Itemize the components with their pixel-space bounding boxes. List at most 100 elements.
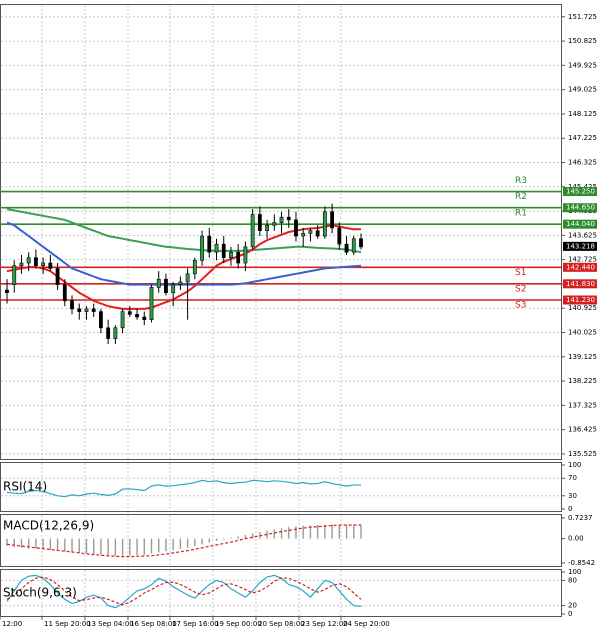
level-price-tag-text: 145.250 bbox=[566, 188, 595, 196]
candle-body bbox=[149, 287, 154, 320]
rsi-line bbox=[6, 479, 362, 498]
price-tick-label: 151.725 bbox=[568, 13, 597, 21]
price-tick-label: 147.225 bbox=[568, 134, 597, 142]
macd-tick-label: -0.8542 bbox=[568, 559, 595, 567]
price-tick-label: 135.525 bbox=[568, 450, 597, 458]
candle-body bbox=[250, 214, 255, 248]
candle-body bbox=[185, 273, 190, 283]
time-tick-label: 16 Sep 08:00 bbox=[130, 620, 177, 628]
candle-body bbox=[286, 216, 291, 221]
candle-body bbox=[351, 238, 356, 253]
price-tick-label: 149.025 bbox=[568, 86, 597, 94]
rsi-tick-label: 70 bbox=[568, 474, 577, 482]
candle-body bbox=[337, 227, 342, 245]
level-label-s2: S2 bbox=[515, 284, 526, 294]
candle-body bbox=[120, 311, 125, 329]
candle-body bbox=[26, 257, 31, 264]
macd-tick-label: 0.00 bbox=[568, 535, 584, 543]
candle-body bbox=[156, 278, 161, 288]
candle-body bbox=[257, 214, 262, 231]
candle-body bbox=[178, 281, 183, 285]
candle-body bbox=[322, 211, 327, 237]
level-price-tag bbox=[563, 295, 597, 305]
level-price-tag bbox=[563, 203, 597, 213]
level-price-tag-text: 144.650 bbox=[566, 204, 595, 212]
level-price-tag bbox=[563, 187, 597, 197]
price-tick-label: 136.425 bbox=[568, 426, 597, 434]
candle-body bbox=[243, 246, 248, 264]
level-price-tag bbox=[563, 219, 597, 229]
level-price-tag bbox=[563, 262, 597, 272]
time-tick-label: 20 Sep 08:00 bbox=[258, 620, 305, 628]
candle-body bbox=[294, 219, 298, 237]
stoch-tick-label: 80 bbox=[568, 576, 577, 584]
candle-body bbox=[200, 235, 204, 261]
candle-body bbox=[142, 316, 147, 320]
price-tick-label: 146.325 bbox=[568, 159, 597, 167]
price-tick-label: 143.625 bbox=[568, 231, 597, 239]
level-price-tag-text: 141.830 bbox=[566, 280, 595, 288]
rsi-tick-label: 30 bbox=[568, 492, 577, 500]
price-tick-label: 138.225 bbox=[568, 377, 597, 385]
current-price-text: 143.218 bbox=[566, 242, 595, 250]
candle-body bbox=[5, 289, 9, 294]
level-label-r3: R3 bbox=[515, 176, 527, 186]
candle-body bbox=[359, 238, 363, 248]
macd-tick-label: 0.7237 bbox=[568, 514, 593, 522]
candle-body bbox=[19, 262, 24, 267]
candle-body bbox=[113, 327, 118, 339]
candle-body bbox=[330, 211, 335, 229]
stoch-tick-label: 100 bbox=[568, 568, 581, 576]
time-tick-label: 11 Sep 20:00 bbox=[44, 620, 91, 628]
pane-frame-0 bbox=[0, 4, 562, 460]
candle-body bbox=[12, 265, 17, 285]
price-tick-label: 140.925 bbox=[568, 304, 597, 312]
rsi-tick-label: 100 bbox=[568, 461, 581, 469]
candle-body bbox=[164, 278, 168, 294]
candle-body bbox=[70, 300, 74, 310]
candle-body bbox=[192, 260, 197, 275]
candle-body bbox=[41, 262, 46, 267]
stoch-title: Stoch(9,6,3) bbox=[3, 586, 77, 600]
pane-frame-1 bbox=[0, 462, 562, 512]
time-tick-label: 17 Sep 16:00 bbox=[172, 620, 219, 628]
macd-title: MACD(12,26,9) bbox=[3, 519, 94, 533]
time-tick-label: 13 Sep 04:00 bbox=[87, 620, 134, 628]
ma-mid-line bbox=[6, 208, 362, 254]
candle-body bbox=[308, 230, 313, 234]
time-tick-label: 12:00 bbox=[2, 620, 22, 628]
price-tick-label: 149.925 bbox=[568, 61, 597, 69]
candle-body bbox=[315, 230, 320, 237]
candle-body bbox=[236, 251, 241, 264]
candle-body bbox=[84, 308, 89, 312]
candle-body bbox=[77, 308, 82, 312]
price-tick-label: 140.025 bbox=[568, 329, 597, 337]
level-price-tag bbox=[563, 279, 597, 289]
price-tick-label: 145.425 bbox=[568, 183, 597, 191]
candle-body bbox=[229, 251, 233, 258]
rsi-tick-label: 0 bbox=[568, 505, 572, 513]
time-tick-label: 23 Sep 12:00 bbox=[301, 620, 348, 628]
level-price-tag-text: 142.440 bbox=[566, 263, 595, 271]
stoch-main-line bbox=[6, 574, 362, 609]
price-tick-label: 148.125 bbox=[568, 110, 597, 118]
current-price-tag bbox=[563, 241, 597, 251]
level-label-s1: S1 bbox=[515, 268, 526, 278]
stoch-tick-label: 0 bbox=[568, 610, 572, 618]
level-price-tag-text: 144.040 bbox=[566, 220, 595, 228]
candle-body bbox=[55, 268, 60, 285]
candle-body bbox=[106, 327, 111, 339]
stoch-tick-label: 20 bbox=[568, 602, 577, 610]
candle-body bbox=[221, 243, 226, 258]
candle-body bbox=[171, 284, 176, 294]
candle-body bbox=[99, 311, 103, 329]
pane-frame-2 bbox=[0, 514, 562, 567]
price-tick-label: 137.325 bbox=[568, 401, 597, 409]
price-tick-label: 139.125 bbox=[568, 353, 597, 361]
candle-body bbox=[272, 222, 277, 226]
candle-body bbox=[48, 262, 53, 269]
candle-body bbox=[344, 243, 349, 253]
stoch-signal-line bbox=[6, 576, 362, 606]
